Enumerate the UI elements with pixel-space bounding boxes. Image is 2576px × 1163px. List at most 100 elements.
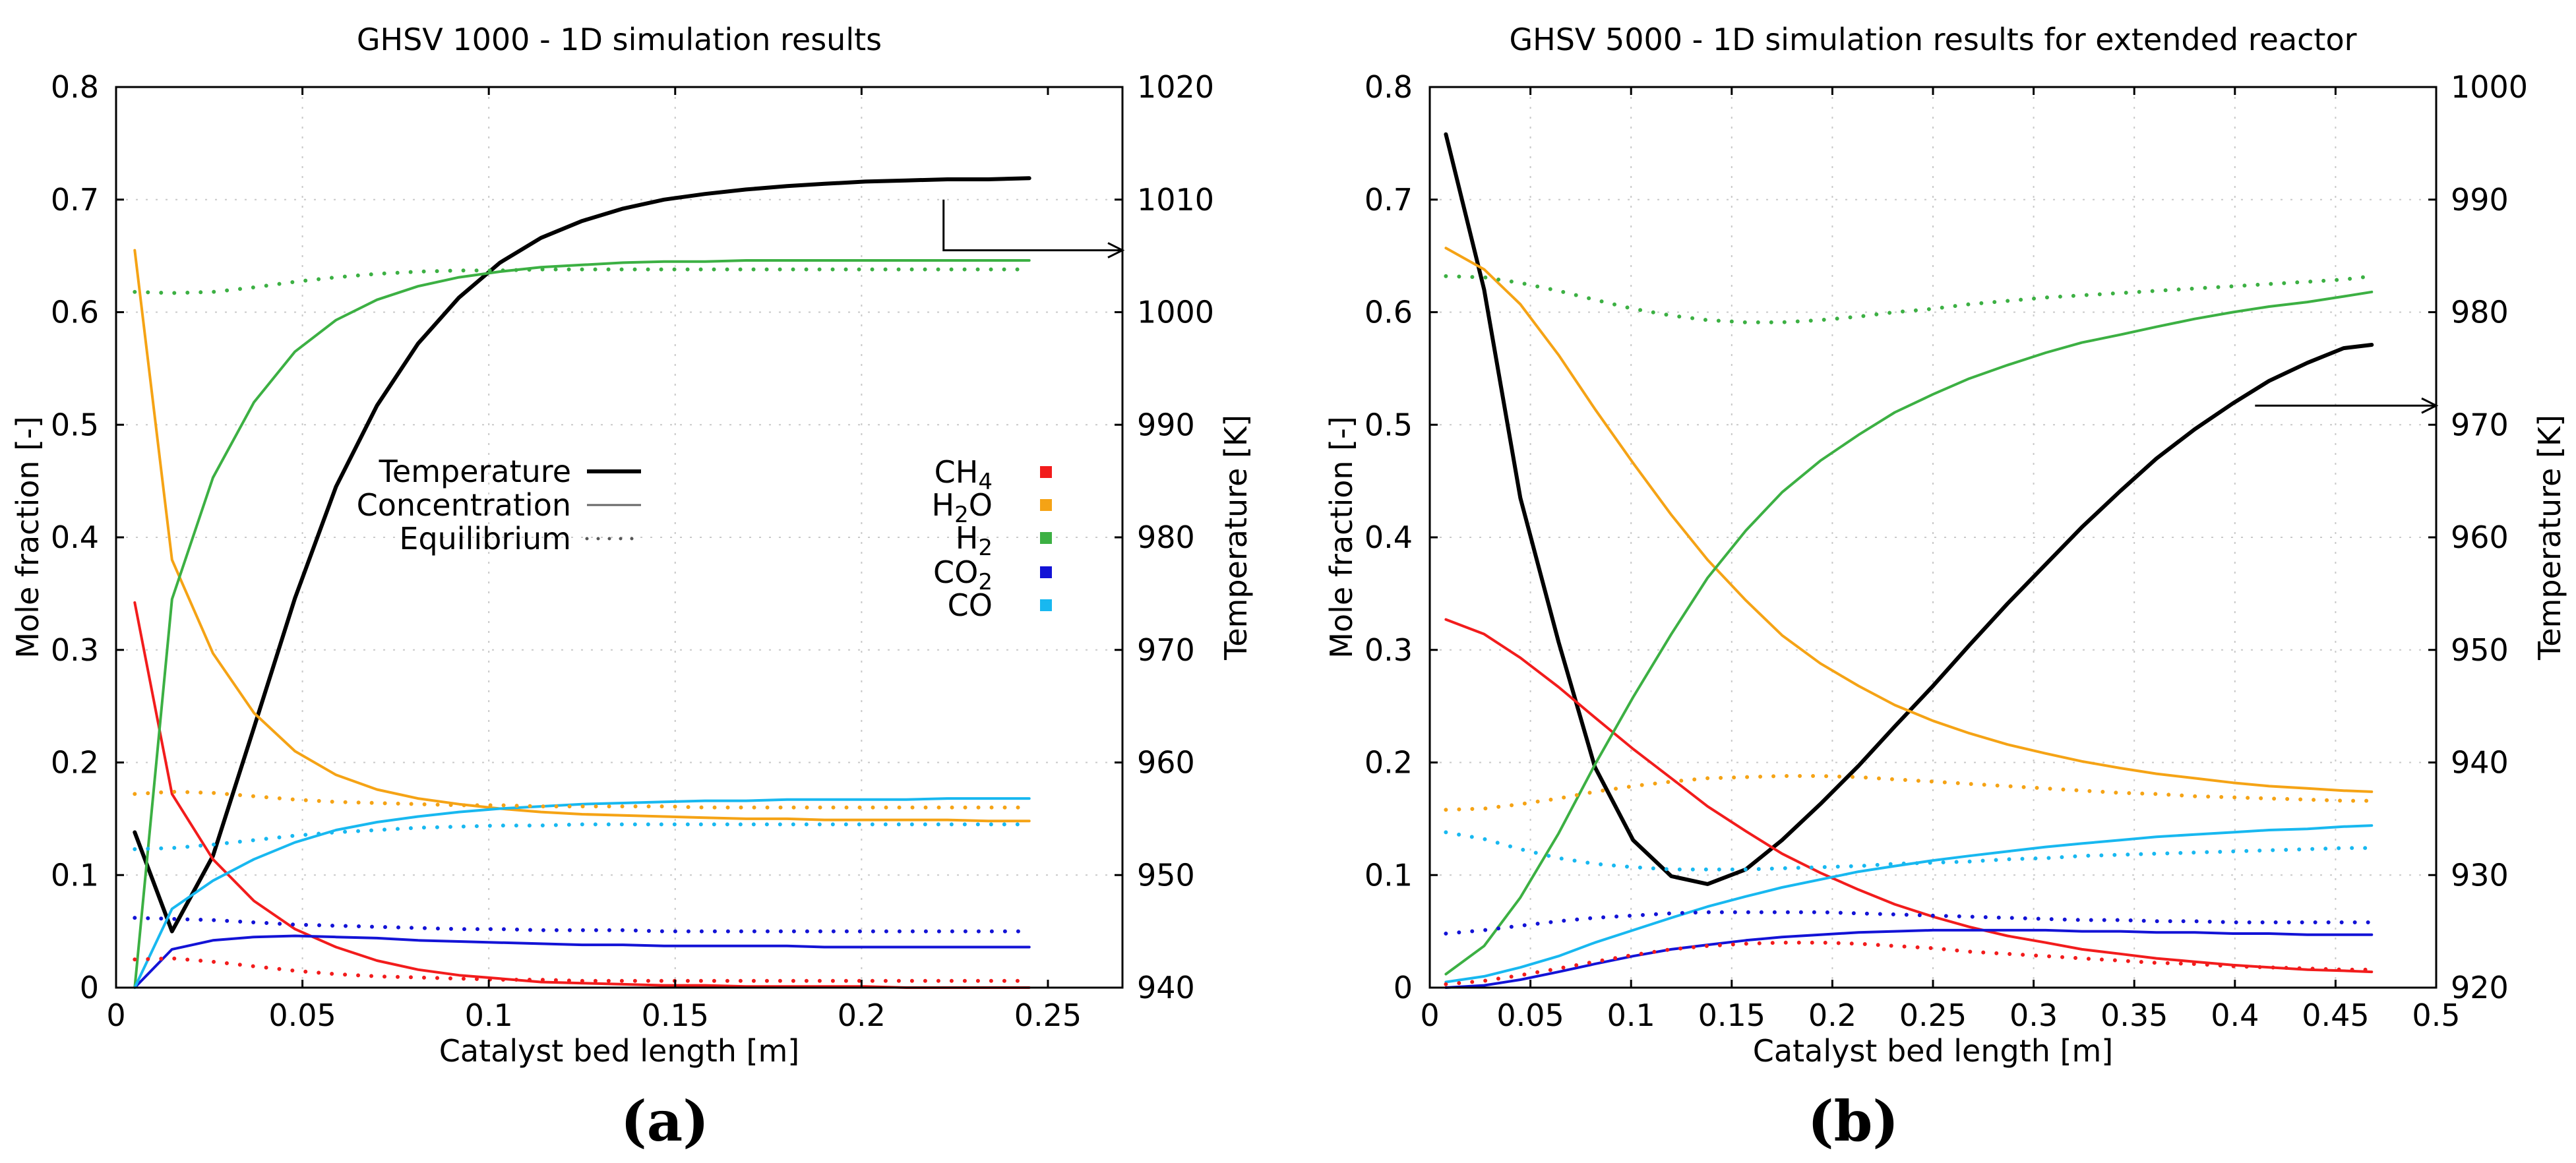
y2-tick-label: 990 <box>1137 407 1195 442</box>
legend: TemperatureConcentrationEquilibriumCH4H2… <box>357 454 1052 623</box>
y2-axis-label: Temperature [K] <box>2532 415 2567 661</box>
series-co-concentration <box>133 797 1031 989</box>
panel-label: (b) <box>1808 1088 1899 1154</box>
legend-swatch-co <box>1040 599 1052 611</box>
legend-label-co2: CO2 <box>933 554 993 595</box>
series-co-equilibrium <box>133 822 1031 851</box>
x-tick-label: 0.45 <box>2302 998 2369 1033</box>
y2-tick-label: 980 <box>2451 295 2509 330</box>
legend-label-equilibrium: Equilibrium <box>399 521 571 556</box>
legend-swatch-h2 <box>1040 532 1052 544</box>
legend-label-h2: H2 <box>956 520 993 561</box>
x-tick-label: 0.5 <box>2412 998 2460 1033</box>
y2-tick-label: 1010 <box>1137 182 1214 218</box>
series-co-equilibrium <box>1444 830 2374 872</box>
x-axis-label: Catalyst bed length [m] <box>1753 1033 2113 1069</box>
x-tick-label: 0.25 <box>1899 998 1967 1033</box>
legend-label-concentration: Concentration <box>357 487 571 523</box>
y-tick-label: 0.7 <box>51 182 99 218</box>
chart-title: GHSV 1000 - 1D simulation results <box>357 22 882 57</box>
y2-tick-label: 930 <box>2451 857 2509 893</box>
series-h2-concentration <box>133 259 1031 989</box>
y2-tick-label: 970 <box>1137 632 1195 668</box>
y-tick-label: 0.7 <box>1365 182 1413 218</box>
y-tick-label: 0.6 <box>1365 295 1413 330</box>
series-co2-concentration <box>133 934 1031 989</box>
x-tick-label: 0.4 <box>2211 998 2259 1033</box>
x-tick-label: 0.35 <box>2101 998 2168 1033</box>
legend-swatch-ch4 <box>1040 466 1052 478</box>
series-h2o-equilibrium <box>1444 774 2374 812</box>
y-tick-label: 0 <box>1394 970 1413 1005</box>
x-tick-label: 0.15 <box>642 998 709 1033</box>
x-tick-label: 0 <box>106 998 125 1033</box>
grid <box>1430 87 2436 988</box>
y-tick-label: 0.3 <box>51 632 99 668</box>
x-tick-label: 0.25 <box>1014 998 1082 1033</box>
x-tick-label: 0.2 <box>838 998 886 1033</box>
series-temperature <box>133 176 1031 934</box>
legend-label-h2o: H2O <box>932 487 993 528</box>
y-tick-label: 0.5 <box>1365 407 1413 442</box>
series-h2-equilibrium <box>133 267 1031 295</box>
y2-tick-label: 970 <box>2451 407 2509 442</box>
y-tick-label: 0.6 <box>51 295 99 330</box>
y2-tick-label: 920 <box>2451 970 2509 1005</box>
y2-tick-label: 960 <box>1137 745 1195 781</box>
x-tick-label: 0.15 <box>1698 998 1765 1033</box>
y-tick-label: 0.1 <box>1365 857 1413 893</box>
x-axis-label: Catalyst bed length [m] <box>439 1033 799 1069</box>
temperature-axis-arrow <box>942 199 1122 252</box>
y2-tick-label: 940 <box>1137 970 1195 1005</box>
panel-label: (a) <box>621 1088 709 1154</box>
legend-label-co: CO <box>948 587 993 623</box>
series-ch4-equilibrium <box>1444 940 2374 986</box>
chart-panel-b: 0 0.05 0.1 0.15 0.2 0.25 0.3 0.35 0.4 0.45 0.5 0 0.1… <box>1324 22 2567 1154</box>
y-tick-label: 0.3 <box>1365 632 1413 668</box>
y2-tick-label: 950 <box>1137 857 1195 893</box>
y-tick-label: 0.1 <box>51 857 99 893</box>
y2-axis-label: Temperature [K] <box>1218 415 1254 661</box>
y2-tick-label: 950 <box>2451 632 2509 668</box>
y2-tick-label: 1000 <box>1137 295 1214 330</box>
y-tick-label: 0.4 <box>1365 520 1413 555</box>
y-tick-label: 0.5 <box>51 407 99 442</box>
y2-tick-label: 990 <box>2451 182 2509 218</box>
x-tick-label: 0.3 <box>2009 998 2058 1033</box>
series-temperature <box>1444 132 2374 886</box>
series-ch4-equilibrium <box>133 956 1031 983</box>
chart-panel-a: 0 0.05 0.1 0.15 0.2 0.25 0 0.1 0.2 0.3 0.4 0.5 0.6 0.… <box>10 22 1254 1154</box>
legend-swatch-h2o <box>1040 499 1052 511</box>
y2-tick-label: 940 <box>2451 745 2509 781</box>
y-tick-label: 0 <box>80 970 99 1005</box>
legend-swatch-co2 <box>1040 566 1052 578</box>
y-tick-label: 0.2 <box>51 745 99 781</box>
series-h2o-equilibrium <box>133 789 1031 810</box>
chart-title: GHSV 5000 - 1D simulation results for ex… <box>1509 22 2356 57</box>
series-co2-equilibrium <box>133 916 1031 934</box>
series-h2-concentration <box>1444 290 2374 976</box>
y2-tick-label: 960 <box>2451 520 2509 555</box>
legend-label-temperature: Temperature <box>379 454 571 489</box>
series-h2o-concentration <box>1444 247 2374 793</box>
y2-tick-label: 1020 <box>1137 69 1214 105</box>
series-ch4-concentration <box>1444 618 2374 974</box>
x-tick-label: 0.1 <box>465 998 513 1033</box>
y2-tick-label: 1000 <box>2451 69 2528 105</box>
series-h2o-concentration <box>133 249 1031 823</box>
y-tick-label: 0.8 <box>1365 69 1413 105</box>
y-tick-label: 0.4 <box>51 520 99 555</box>
x-tick-label: 0 <box>1420 998 1439 1033</box>
y-axis-label: Mole fraction [-] <box>10 416 46 658</box>
x-tick-label: 0.2 <box>1808 998 1856 1033</box>
x-tick-label: 0.05 <box>1496 998 1564 1033</box>
y-axis-label: Mole fraction [-] <box>1324 416 1359 658</box>
series-co-concentration <box>1444 824 2374 984</box>
y-tick-label: 0.2 <box>1365 745 1413 781</box>
grid <box>116 87 1122 988</box>
y-tick-label: 0.8 <box>51 69 99 105</box>
series-co2-concentration <box>1444 928 2374 989</box>
legend-label-ch4: CH4 <box>935 454 993 495</box>
